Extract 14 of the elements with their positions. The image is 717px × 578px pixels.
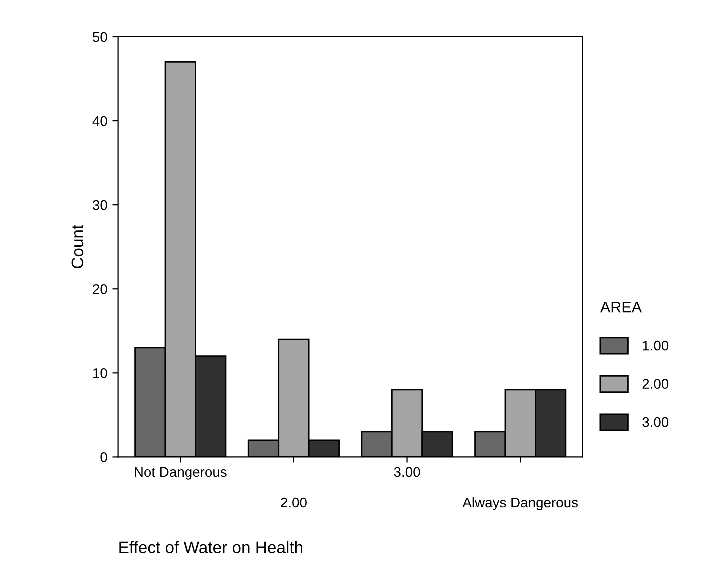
x-axis-title: Effect of Water on Health [120,541,303,554]
y-tick-label: 50 [92,32,108,42]
legend-label: 2.00 [642,379,669,390]
y-tick-label: 20 [93,284,108,294]
x-tick-label: Always Dangerous [462,497,578,510]
y-tick-label: 10 [94,368,108,378]
legend-label: 1.00 [643,340,669,351]
y-tick-label: 40 [92,116,108,126]
legend-title: AREA [600,302,642,313]
legend-label: 3.00 [642,417,669,428]
y-axis-title: Count [72,224,84,268]
y-tick-label: 30 [92,200,108,210]
y-tick-label: 0 [100,452,108,462]
x-tick-label: Not Dangerous [135,467,227,480]
